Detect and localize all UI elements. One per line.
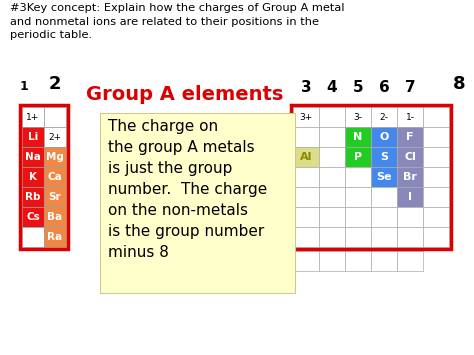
FancyBboxPatch shape bbox=[371, 167, 397, 187]
Text: F: F bbox=[406, 132, 414, 142]
FancyBboxPatch shape bbox=[44, 147, 66, 167]
Text: Br: Br bbox=[403, 172, 417, 182]
FancyBboxPatch shape bbox=[345, 251, 371, 271]
FancyBboxPatch shape bbox=[100, 113, 295, 293]
Text: Cl: Cl bbox=[404, 152, 416, 162]
FancyBboxPatch shape bbox=[22, 227, 44, 247]
Text: Ba: Ba bbox=[47, 212, 63, 222]
FancyBboxPatch shape bbox=[22, 107, 44, 127]
Text: 3: 3 bbox=[301, 80, 311, 95]
Text: N: N bbox=[354, 132, 363, 142]
FancyBboxPatch shape bbox=[345, 187, 371, 207]
FancyBboxPatch shape bbox=[397, 187, 423, 207]
FancyBboxPatch shape bbox=[319, 167, 345, 187]
FancyBboxPatch shape bbox=[293, 147, 319, 167]
FancyBboxPatch shape bbox=[371, 227, 397, 247]
FancyBboxPatch shape bbox=[423, 207, 449, 227]
FancyBboxPatch shape bbox=[423, 127, 449, 147]
Text: 5: 5 bbox=[353, 80, 363, 95]
Text: Na: Na bbox=[25, 152, 41, 162]
Text: 6: 6 bbox=[379, 80, 389, 95]
FancyBboxPatch shape bbox=[319, 127, 345, 147]
Text: 4: 4 bbox=[327, 80, 337, 95]
Text: Rb: Rb bbox=[25, 192, 41, 202]
FancyBboxPatch shape bbox=[44, 207, 66, 227]
Text: 2+: 2+ bbox=[48, 132, 62, 142]
FancyBboxPatch shape bbox=[293, 251, 319, 271]
FancyBboxPatch shape bbox=[22, 187, 44, 207]
FancyBboxPatch shape bbox=[22, 167, 44, 187]
FancyBboxPatch shape bbox=[44, 127, 66, 147]
Text: 1+: 1+ bbox=[27, 113, 40, 121]
FancyBboxPatch shape bbox=[293, 107, 319, 127]
FancyBboxPatch shape bbox=[423, 187, 449, 207]
FancyBboxPatch shape bbox=[22, 147, 44, 167]
Text: 3-: 3- bbox=[354, 113, 363, 121]
Text: 2-: 2- bbox=[380, 113, 388, 121]
FancyBboxPatch shape bbox=[423, 147, 449, 167]
Text: Ra: Ra bbox=[47, 232, 63, 242]
Text: Group A elements: Group A elements bbox=[86, 85, 283, 104]
FancyBboxPatch shape bbox=[22, 207, 44, 227]
FancyBboxPatch shape bbox=[397, 167, 423, 187]
FancyBboxPatch shape bbox=[319, 251, 345, 271]
FancyBboxPatch shape bbox=[397, 207, 423, 227]
FancyBboxPatch shape bbox=[345, 107, 371, 127]
FancyBboxPatch shape bbox=[293, 167, 319, 187]
Text: The charge on
the group A metals
is just the group
number.  The charge
on the no: The charge on the group A metals is just… bbox=[108, 119, 267, 260]
FancyBboxPatch shape bbox=[44, 167, 66, 187]
Text: Al: Al bbox=[300, 152, 312, 162]
Text: Se: Se bbox=[376, 172, 392, 182]
FancyBboxPatch shape bbox=[423, 167, 449, 187]
FancyBboxPatch shape bbox=[319, 207, 345, 227]
FancyBboxPatch shape bbox=[345, 127, 371, 147]
FancyBboxPatch shape bbox=[423, 107, 449, 127]
FancyBboxPatch shape bbox=[319, 107, 345, 127]
Text: I: I bbox=[408, 192, 412, 202]
FancyBboxPatch shape bbox=[345, 167, 371, 187]
Text: Cs: Cs bbox=[26, 212, 40, 222]
FancyBboxPatch shape bbox=[345, 227, 371, 247]
Text: 2: 2 bbox=[49, 75, 61, 93]
FancyBboxPatch shape bbox=[371, 147, 397, 167]
Text: 1-: 1- bbox=[405, 113, 414, 121]
FancyBboxPatch shape bbox=[319, 227, 345, 247]
Text: Ca: Ca bbox=[47, 172, 63, 182]
FancyBboxPatch shape bbox=[371, 207, 397, 227]
FancyBboxPatch shape bbox=[397, 107, 423, 127]
Text: Sr: Sr bbox=[49, 192, 61, 202]
FancyBboxPatch shape bbox=[44, 107, 66, 127]
FancyBboxPatch shape bbox=[371, 107, 397, 127]
FancyBboxPatch shape bbox=[319, 147, 345, 167]
FancyBboxPatch shape bbox=[293, 207, 319, 227]
FancyBboxPatch shape bbox=[345, 147, 371, 167]
Text: #3Key concept: Explain how the charges of Group A metal
and nonmetal ions are re: #3Key concept: Explain how the charges o… bbox=[10, 3, 345, 40]
FancyBboxPatch shape bbox=[293, 187, 319, 207]
Text: 8: 8 bbox=[453, 75, 465, 93]
Text: Li: Li bbox=[28, 132, 38, 142]
FancyBboxPatch shape bbox=[293, 127, 319, 147]
FancyBboxPatch shape bbox=[397, 251, 423, 271]
FancyBboxPatch shape bbox=[371, 187, 397, 207]
FancyBboxPatch shape bbox=[397, 147, 423, 167]
FancyBboxPatch shape bbox=[371, 127, 397, 147]
Text: K: K bbox=[29, 172, 37, 182]
FancyBboxPatch shape bbox=[22, 127, 44, 147]
Text: Mg: Mg bbox=[46, 152, 64, 162]
Text: 3+: 3+ bbox=[300, 113, 313, 121]
Text: 7: 7 bbox=[405, 80, 415, 95]
FancyBboxPatch shape bbox=[397, 127, 423, 147]
FancyBboxPatch shape bbox=[44, 227, 66, 247]
FancyBboxPatch shape bbox=[371, 251, 397, 271]
FancyBboxPatch shape bbox=[319, 187, 345, 207]
FancyBboxPatch shape bbox=[44, 187, 66, 207]
Text: O: O bbox=[379, 132, 389, 142]
FancyBboxPatch shape bbox=[397, 227, 423, 247]
FancyBboxPatch shape bbox=[293, 227, 319, 247]
FancyBboxPatch shape bbox=[423, 227, 449, 247]
FancyBboxPatch shape bbox=[345, 207, 371, 227]
Text: P: P bbox=[354, 152, 362, 162]
Text: S: S bbox=[380, 152, 388, 162]
Text: 1: 1 bbox=[20, 80, 29, 93]
